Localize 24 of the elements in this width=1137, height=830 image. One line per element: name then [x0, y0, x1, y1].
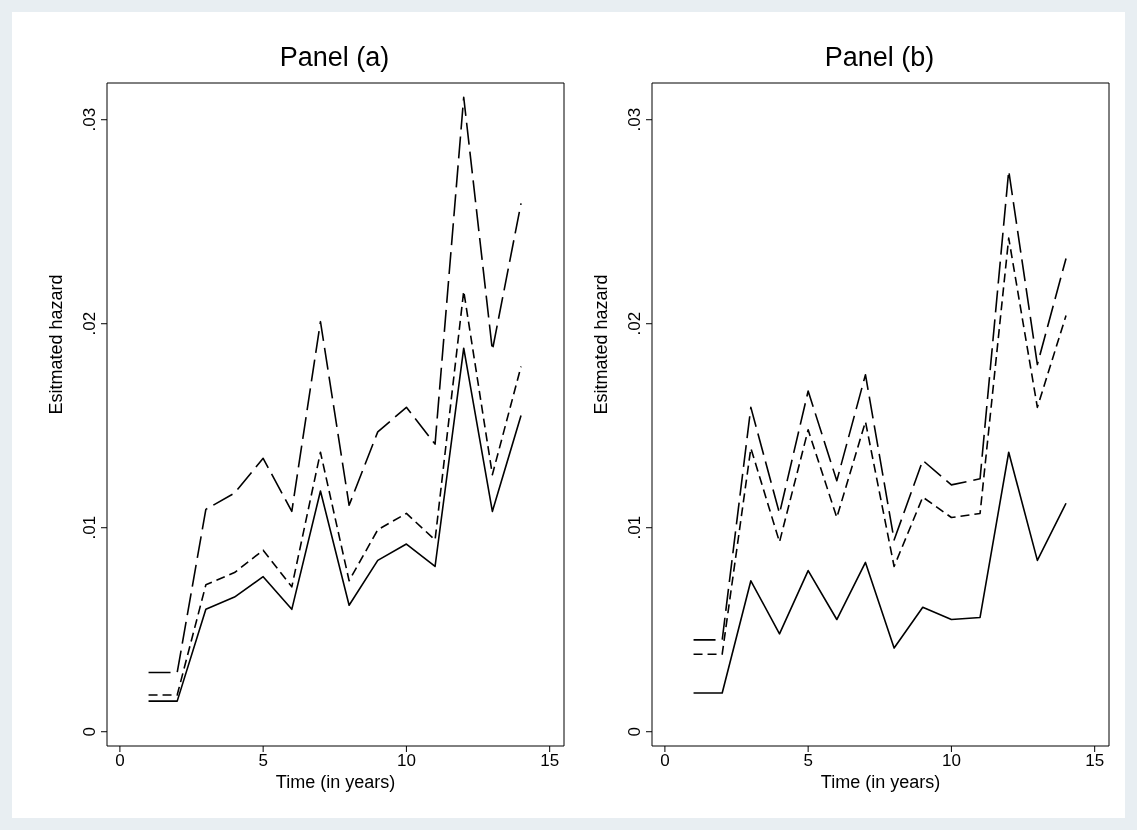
- chart-title: Panel (b): [823, 42, 936, 74]
- chart-title: Panel (a): [278, 42, 391, 74]
- y-tick-label: .03: [80, 107, 99, 132]
- y-tick-label: 0: [80, 726, 99, 737]
- y-tick-label: .02: [625, 311, 644, 336]
- y-tick-label: .02: [80, 311, 99, 336]
- y-axis-title: Esitmated hazard: [46, 274, 67, 415]
- x-tick-label: 15: [1085, 751, 1105, 771]
- x-tick-label: 5: [803, 751, 813, 771]
- x-tick-label: 15: [540, 751, 560, 771]
- x-tick-label: 0: [115, 751, 125, 771]
- x-tick-label: 10: [941, 751, 961, 771]
- y-tick-label: .03: [625, 107, 644, 132]
- x-tick-label: 5: [258, 751, 268, 771]
- line-series: [692, 451, 1067, 694]
- x-axis-title: Time (in years): [275, 772, 396, 792]
- x-tick-label: 10: [396, 751, 416, 771]
- y-tick-label: .01: [80, 515, 99, 540]
- y-tick-label: .01: [625, 515, 644, 540]
- y-tick-label: 0: [625, 726, 644, 737]
- line-series: [147, 96, 522, 674]
- x-axis-title: Time (in years): [820, 772, 941, 792]
- x-tick-label: 0: [660, 751, 670, 771]
- y-axis-title: Esitmated hazard: [591, 274, 612, 415]
